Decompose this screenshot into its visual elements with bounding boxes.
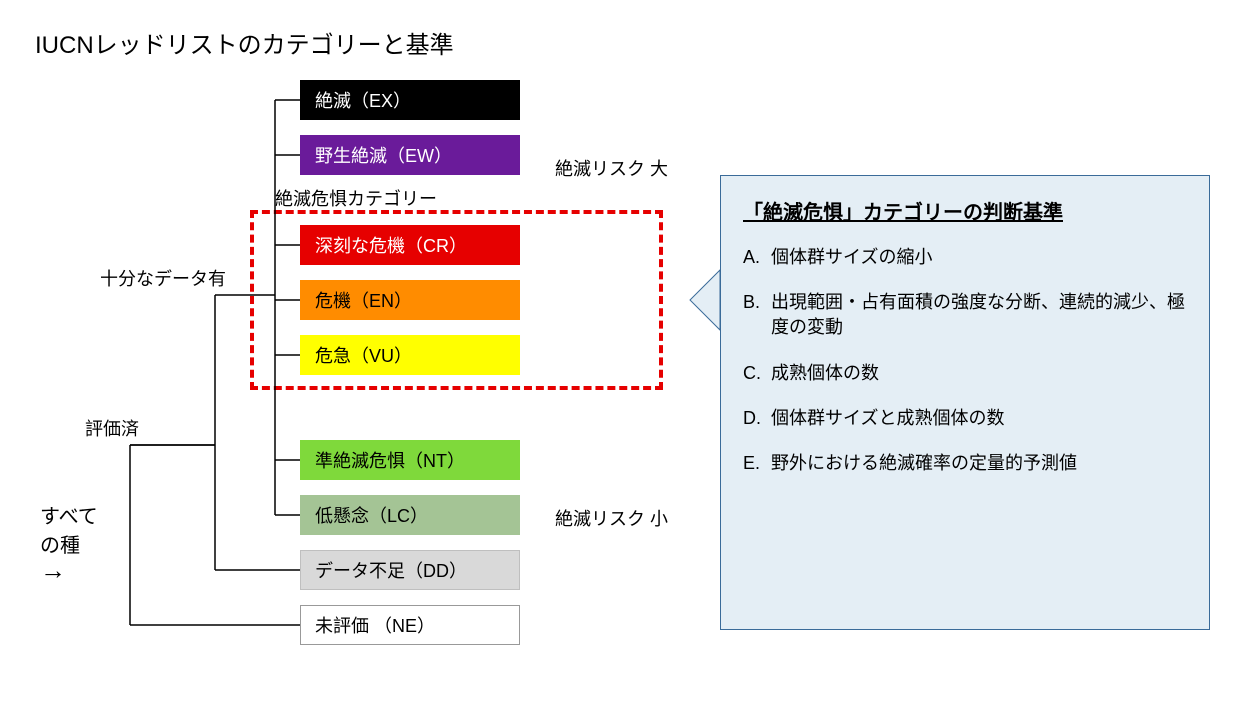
category-box: 未評価 （NE）: [300, 605, 520, 645]
criteria-item: D.個体群サイズと成熟個体の数: [743, 406, 1187, 431]
criteria-title: 「絶滅危惧」カテゴリーの判断基準: [743, 196, 1187, 225]
category-box: 低懸念（LC）: [300, 495, 520, 535]
page-title: IUCNレッドリストのカテゴリーと基準: [35, 25, 454, 60]
criteria-item: C.成熟個体の数: [743, 361, 1187, 386]
category-box: データ不足（DD）: [300, 550, 520, 590]
threatened-group-label: 絶滅危惧カテゴリー: [275, 185, 437, 211]
risk-low-label: 絶滅リスク 小: [555, 505, 668, 531]
arrow-icon: →: [40, 555, 66, 586]
evaluated-label: 評価済: [85, 415, 139, 441]
threatened-dashed-box: [250, 210, 663, 390]
criteria-item: B.出現範囲・占有面積の強度な分断、連続的減少、極度の変動: [743, 290, 1187, 340]
category-box: 準絶滅危惧（NT）: [300, 440, 520, 480]
criteria-item: E.野外における絶滅確率の定量的予測値: [743, 451, 1187, 476]
sufficient-data-label: 十分なデータ有: [100, 265, 226, 291]
category-box: 絶滅（EX）: [300, 80, 520, 120]
risk-high-label: 絶滅リスク 大: [555, 155, 668, 181]
category-box: 野生絶滅（EW）: [300, 135, 520, 175]
root-label: すべて の種: [40, 500, 98, 558]
criteria-panel: 「絶滅危惧」カテゴリーの判断基準 A.個体群サイズの縮小 B.出現範囲・占有面積の…: [720, 175, 1210, 630]
criteria-item: A.個体群サイズの縮小: [743, 245, 1187, 270]
